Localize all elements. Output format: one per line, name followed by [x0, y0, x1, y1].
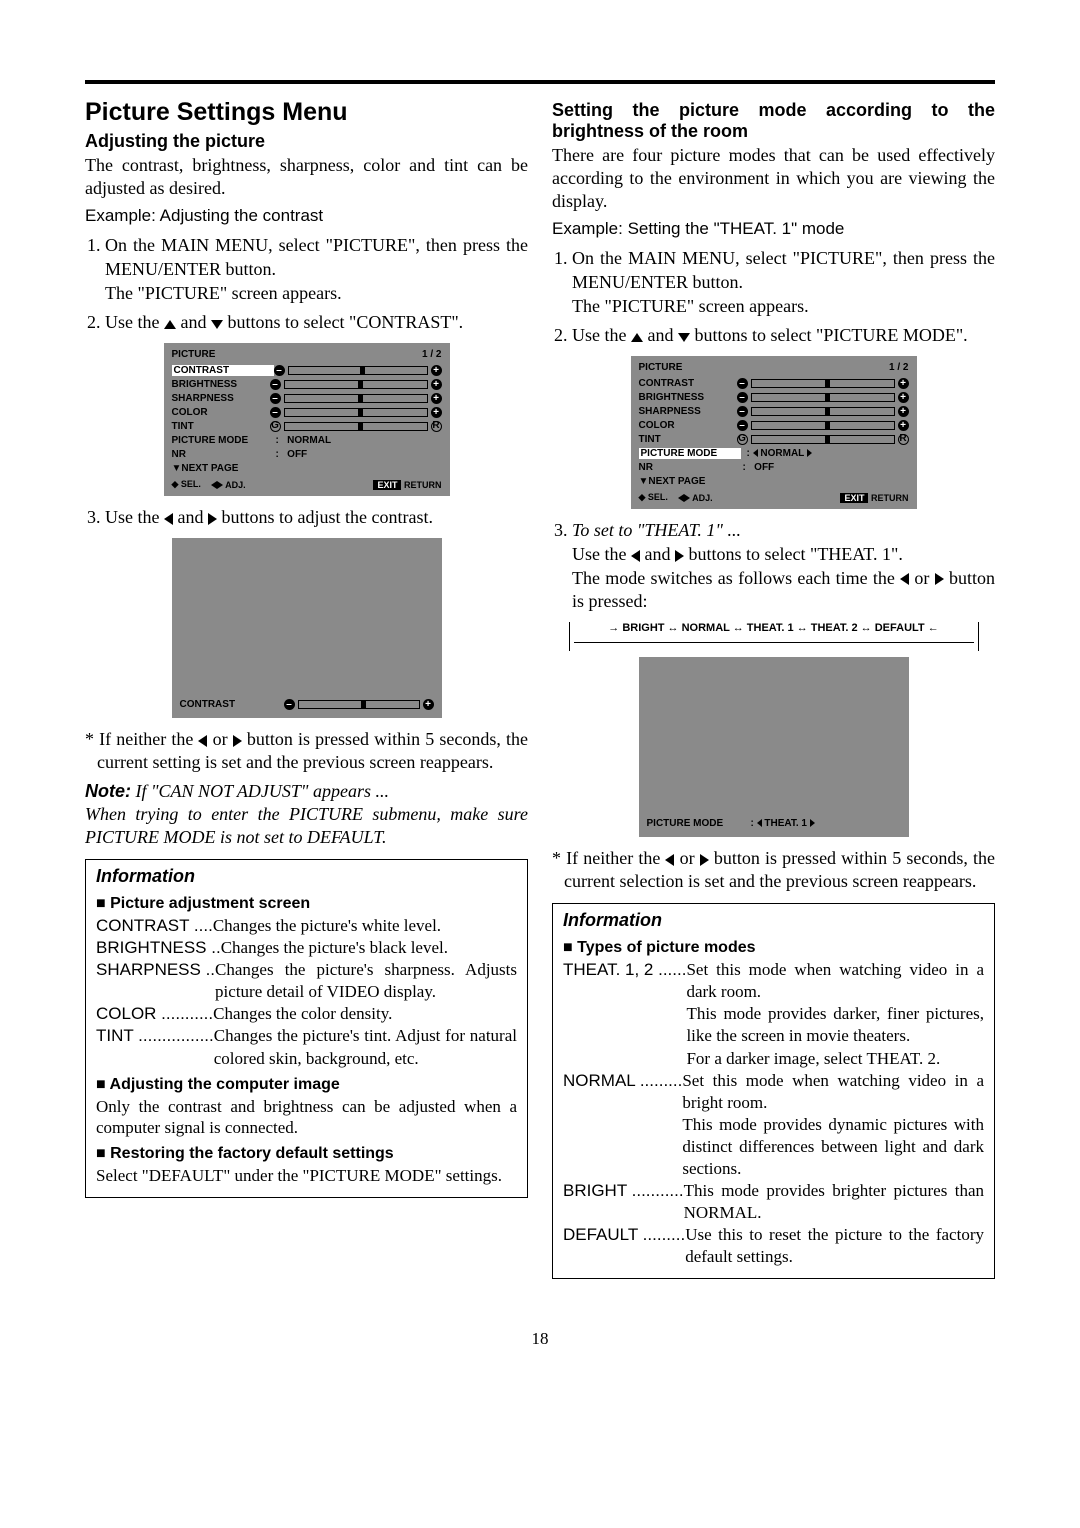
steps-list-cont: Use the and buttons to adjust the contra… [85, 506, 528, 530]
osd-single-slider: CONTRAST –+ [85, 538, 528, 718]
left-icon [900, 573, 909, 585]
example-label: Example: Setting the "THEAT. 1" mode [552, 219, 995, 239]
step-2: Use the and buttons to select "CONTRAST"… [105, 311, 528, 335]
subsection-title: Adjusting the picture [85, 131, 528, 152]
step-1: On the MAIN MENU, select "PICTURE", then… [105, 234, 528, 305]
two-column-layout: Picture Settings Menu Adjusting the pict… [85, 98, 995, 1279]
left-icon [164, 513, 173, 525]
right-icon [675, 550, 684, 562]
information-box-left: Information Picture adjustment screen CO… [85, 859, 528, 1198]
example-label: Example: Adjusting the contrast [85, 206, 528, 226]
up-icon [631, 333, 643, 342]
down-icon [211, 320, 223, 329]
footnote: * If neither the or button is pressed wi… [552, 847, 995, 893]
step-3: Use the and buttons to adjust the contra… [105, 506, 528, 530]
osd-panel: PICTURE1 / 2 CONTRAST–+ BRIGHTNESS–+ SHA… [164, 343, 450, 496]
info-heading: Picture adjustment screen [96, 895, 517, 913]
step-2: Use the and buttons to select "PICTURE M… [572, 324, 995, 348]
right-column: Setting the picture mode according to th… [552, 98, 995, 1279]
info-heading: Adjusting the computer image [96, 1076, 517, 1094]
right-icon [208, 513, 217, 525]
footnote: * If neither the or button is pressed wi… [85, 728, 528, 774]
osd-mode-display: PICTURE MODE : THEAT. 1 [552, 657, 995, 837]
intro-text: There are four picture modes that can be… [552, 144, 995, 213]
right-icon [233, 735, 242, 747]
left-column: Picture Settings Menu Adjusting the pict… [85, 98, 528, 1279]
intro-text: The contrast, brightness, sharpness, col… [85, 154, 528, 200]
steps-list: On the MAIN MENU, select "PICTURE", then… [552, 247, 995, 348]
steps-list: On the MAIN MENU, select "PICTURE", then… [85, 234, 528, 335]
steps-list-cont: To set to "THEAT. 1" ... Use the and but… [552, 519, 995, 614]
info-heading: Restoring the factory default settings [96, 1145, 517, 1163]
osd-picture-menu-2: PICTURE1 / 2 CONTRAST–+ BRIGHTNESS–+ SHA… [552, 356, 995, 509]
top-rule [85, 80, 995, 84]
right-icon [700, 854, 709, 866]
section-title: Picture Settings Menu [85, 98, 528, 127]
info-heading: Types of picture modes [563, 939, 984, 957]
step-1: On the MAIN MENU, select "PICTURE", then… [572, 247, 995, 318]
note-block: Note: If "CAN NOT ADJUST" appears ... Wh… [85, 780, 528, 849]
osd-picture-menu-1: PICTURE1 / 2 CONTRAST–+ BRIGHTNESS–+ SHA… [85, 343, 528, 496]
mode-cycle-diagram: → BRIGHT ↔ NORMAL ↔ THEAT. 1 ↔ THEAT. 2 … [552, 622, 995, 651]
subsection-title: Setting the picture mode according to th… [552, 100, 995, 142]
left-icon [631, 550, 640, 562]
information-box-right: Information Types of picture modes THEAT… [552, 903, 995, 1279]
down-icon [678, 333, 690, 342]
right-icon [935, 573, 944, 585]
step-3: To set to "THEAT. 1" ... Use the and but… [572, 519, 995, 614]
page: Picture Settings Menu Adjusting the pict… [0, 0, 1080, 1389]
page-number: 18 [85, 1329, 995, 1349]
up-icon [164, 320, 176, 329]
